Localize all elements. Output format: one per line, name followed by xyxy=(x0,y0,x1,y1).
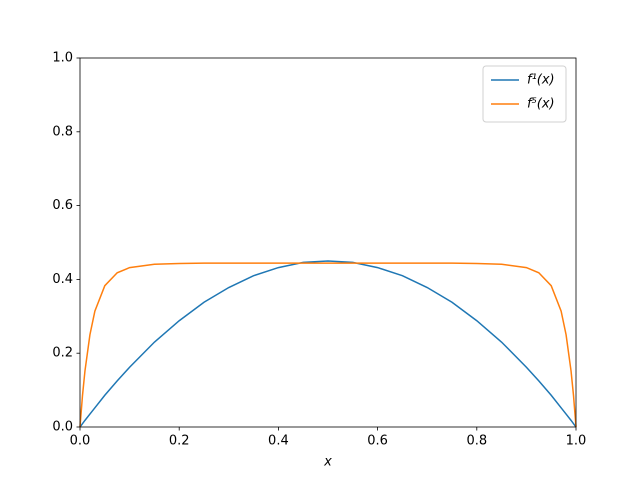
plot-frame xyxy=(79,57,577,428)
x-axis-label: x xyxy=(323,455,332,470)
y-tick-label: 0.8 xyxy=(52,124,73,139)
data-line xyxy=(79,262,577,428)
x-tick-label: 1.0 xyxy=(566,434,587,449)
y-tick-label: 0.4 xyxy=(52,272,73,287)
x-tick-label: 0.2 xyxy=(169,434,190,449)
x-tick-label: 0.8 xyxy=(466,434,487,449)
x-tick-label: 0.0 xyxy=(70,434,91,449)
legend-label: f⁵(x) xyxy=(527,97,555,112)
y-tick-label: 0.2 xyxy=(52,346,73,361)
y-tick-label: 0.6 xyxy=(52,198,73,213)
x-tick-label: 0.6 xyxy=(367,434,388,449)
data-line xyxy=(79,260,577,428)
y-tick-label: 1.0 xyxy=(52,51,73,66)
x-tick-label: 0.4 xyxy=(268,434,289,449)
y-tick-label: 0.0 xyxy=(52,420,73,435)
legend-label: f¹(x) xyxy=(527,73,555,88)
